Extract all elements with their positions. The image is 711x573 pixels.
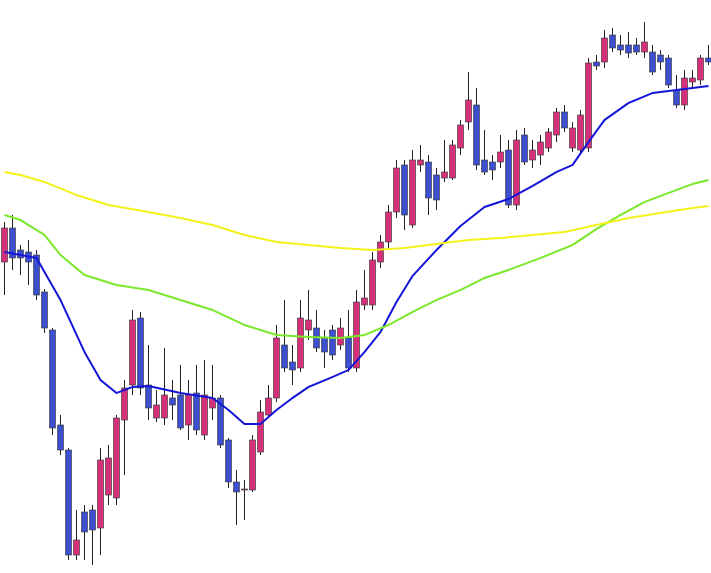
candle-body (65, 449, 72, 556)
candle-body (161, 394, 168, 419)
candle-body (457, 124, 464, 149)
candle-body (217, 397, 224, 446)
candle-body (553, 111, 560, 136)
candle-body (41, 291, 48, 329)
candle-body (305, 319, 312, 331)
candle-body (569, 127, 576, 149)
candle-body (417, 159, 424, 166)
candle-body (57, 424, 64, 451)
candle-body (385, 211, 392, 243)
moving-average-line (4, 85, 709, 425)
candle-body (177, 394, 184, 429)
candle-body (449, 144, 456, 179)
candle-body (689, 77, 696, 83)
candle-body (673, 89, 680, 106)
candle-body (425, 161, 432, 199)
candle-body (577, 114, 584, 151)
candle-body (585, 62, 592, 149)
candle-body (257, 411, 264, 453)
candle-body (433, 174, 440, 201)
candle-body (193, 392, 200, 431)
candle-body (89, 509, 96, 531)
candle-body (657, 54, 664, 63)
candle-body (473, 104, 480, 166)
candle-body (321, 337, 328, 353)
candle-body (521, 134, 528, 163)
candle-body (49, 329, 56, 429)
candle-body (121, 387, 128, 421)
candle-body (153, 404, 160, 419)
candle-body (665, 57, 672, 86)
candle-body (273, 337, 280, 399)
candle-body (617, 44, 624, 51)
candle-body (369, 259, 376, 306)
candle-body (401, 164, 408, 216)
candle-body (465, 99, 472, 123)
candle-body (185, 394, 192, 426)
candle-body (337, 327, 344, 346)
candle-body (377, 241, 384, 263)
candle-body (481, 159, 488, 173)
candle-body (129, 319, 136, 386)
candle-body (281, 344, 288, 369)
candle-body (33, 254, 40, 296)
candle-body (1, 227, 8, 263)
candle-body (249, 439, 256, 491)
moving-average-line (4, 171, 709, 251)
candle-body (497, 151, 504, 163)
candle-body (169, 397, 176, 406)
candle-body (225, 439, 232, 483)
candle-body (545, 131, 552, 149)
candle-body (441, 171, 448, 179)
candle-body (9, 227, 16, 259)
candle-body (329, 329, 336, 356)
candle-body (641, 41, 648, 53)
candle-body (145, 384, 152, 409)
candle-body (649, 51, 656, 73)
candle-body (73, 539, 80, 556)
candle-body (697, 57, 704, 81)
candle-body (81, 511, 88, 533)
candle-body (625, 44, 632, 54)
candle-body (505, 149, 512, 206)
candle-body (561, 111, 568, 129)
candle-body (345, 337, 352, 369)
candle-body (681, 77, 688, 106)
candle-body (537, 141, 544, 156)
candle-body (97, 459, 104, 529)
candle-body (633, 44, 640, 53)
candle-body (265, 397, 272, 416)
candle-body (705, 57, 711, 63)
candle-body (609, 34, 616, 49)
candle-body (409, 159, 416, 226)
candle-body (289, 361, 296, 371)
candle-body (593, 61, 600, 67)
candle-body (393, 167, 400, 213)
candle-body (601, 37, 608, 63)
candle-body (489, 161, 496, 171)
candle-body (361, 297, 368, 306)
candle-body (513, 139, 520, 206)
candle-body (233, 481, 240, 493)
candle-body (105, 457, 112, 496)
candle-body (137, 317, 144, 389)
candle-body (241, 488, 248, 491)
candle-body (113, 417, 120, 499)
candle-body (297, 317, 304, 369)
candle-body (529, 149, 536, 161)
candle-body (201, 394, 208, 436)
